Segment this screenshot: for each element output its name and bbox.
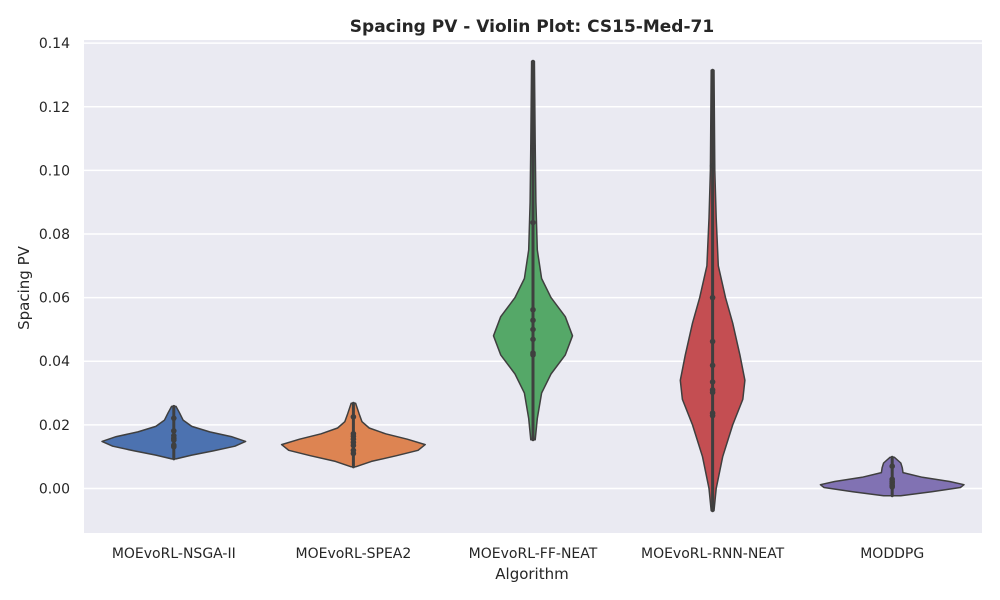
violins <box>101 59 965 513</box>
data-point <box>350 450 357 457</box>
y-tick-label: 0.04 <box>39 354 70 370</box>
data-point <box>709 163 716 169</box>
data-point <box>350 414 357 420</box>
data-point <box>530 336 536 343</box>
data-point <box>709 338 716 345</box>
data-point <box>530 352 536 358</box>
data-point <box>709 389 716 396</box>
data-point <box>530 317 536 324</box>
data-point <box>889 484 895 490</box>
data-point <box>530 219 536 226</box>
y-tick-label: 0.06 <box>39 291 70 307</box>
x-tick-label: MOEvoRL-SPEA2 <box>296 546 412 562</box>
data-point <box>530 143 536 149</box>
y-tick-label: 0.08 <box>39 227 70 243</box>
x-tick-label: MOEvoRL-NSGA-II <box>112 546 236 562</box>
data-point <box>709 294 716 301</box>
x-tick-label: MOEvoRL-RNN-NEAT <box>641 546 785 562</box>
data-point <box>709 362 716 369</box>
data-point <box>889 463 895 470</box>
y-tick-label: 0.14 <box>39 36 70 52</box>
y-tick-label: 0.02 <box>39 418 70 434</box>
data-point <box>709 379 716 385</box>
y-tick-label: 0.10 <box>39 163 70 179</box>
data-point <box>530 306 536 313</box>
x-axis-label: Algorithm <box>495 565 568 583</box>
data-point <box>171 437 177 443</box>
x-tick-label: MODDPG <box>860 546 924 562</box>
x-tick-label: MOEvoRL-FF-NEAT <box>469 546 598 562</box>
data-point <box>350 442 357 449</box>
x-tick-labels: MOEvoRL-NSGA-II MOEvoRL-SPEA2 MOEvoRL-FF-N… <box>112 546 924 562</box>
y-axis-label: Spacing PV <box>15 245 33 329</box>
data-point <box>171 415 177 421</box>
chart-title: Spacing PV - Violin Plot: CS15-Med-71 <box>350 17 714 37</box>
data-point <box>171 428 177 434</box>
y-tick-labels: 0.00 0.02 0.04 0.06 0.08 0.10 0.12 0.14 <box>39 36 70 497</box>
y-tick-label: 0.12 <box>39 100 70 116</box>
data-point <box>530 326 536 333</box>
data-point <box>171 444 177 450</box>
data-point <box>709 412 716 419</box>
y-tick-label: 0.00 <box>39 481 70 497</box>
